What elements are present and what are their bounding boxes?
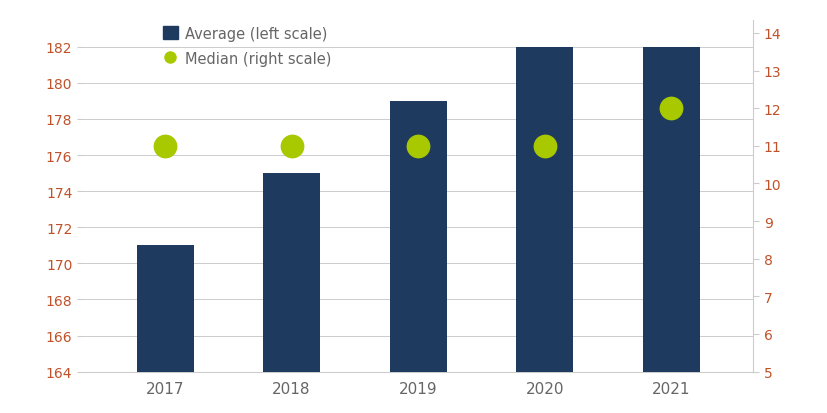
Legend: Average (left scale), Median (right scale): Average (left scale), Median (right scal… <box>157 21 337 73</box>
Point <box>538 143 551 150</box>
Point <box>284 143 298 150</box>
Point <box>158 143 171 150</box>
Bar <box>136 246 194 413</box>
Point <box>411 143 424 150</box>
Bar <box>390 102 446 413</box>
Bar <box>515 47 572 413</box>
Point <box>664 106 677 112</box>
Bar <box>263 174 320 413</box>
Bar <box>642 47 699 413</box>
